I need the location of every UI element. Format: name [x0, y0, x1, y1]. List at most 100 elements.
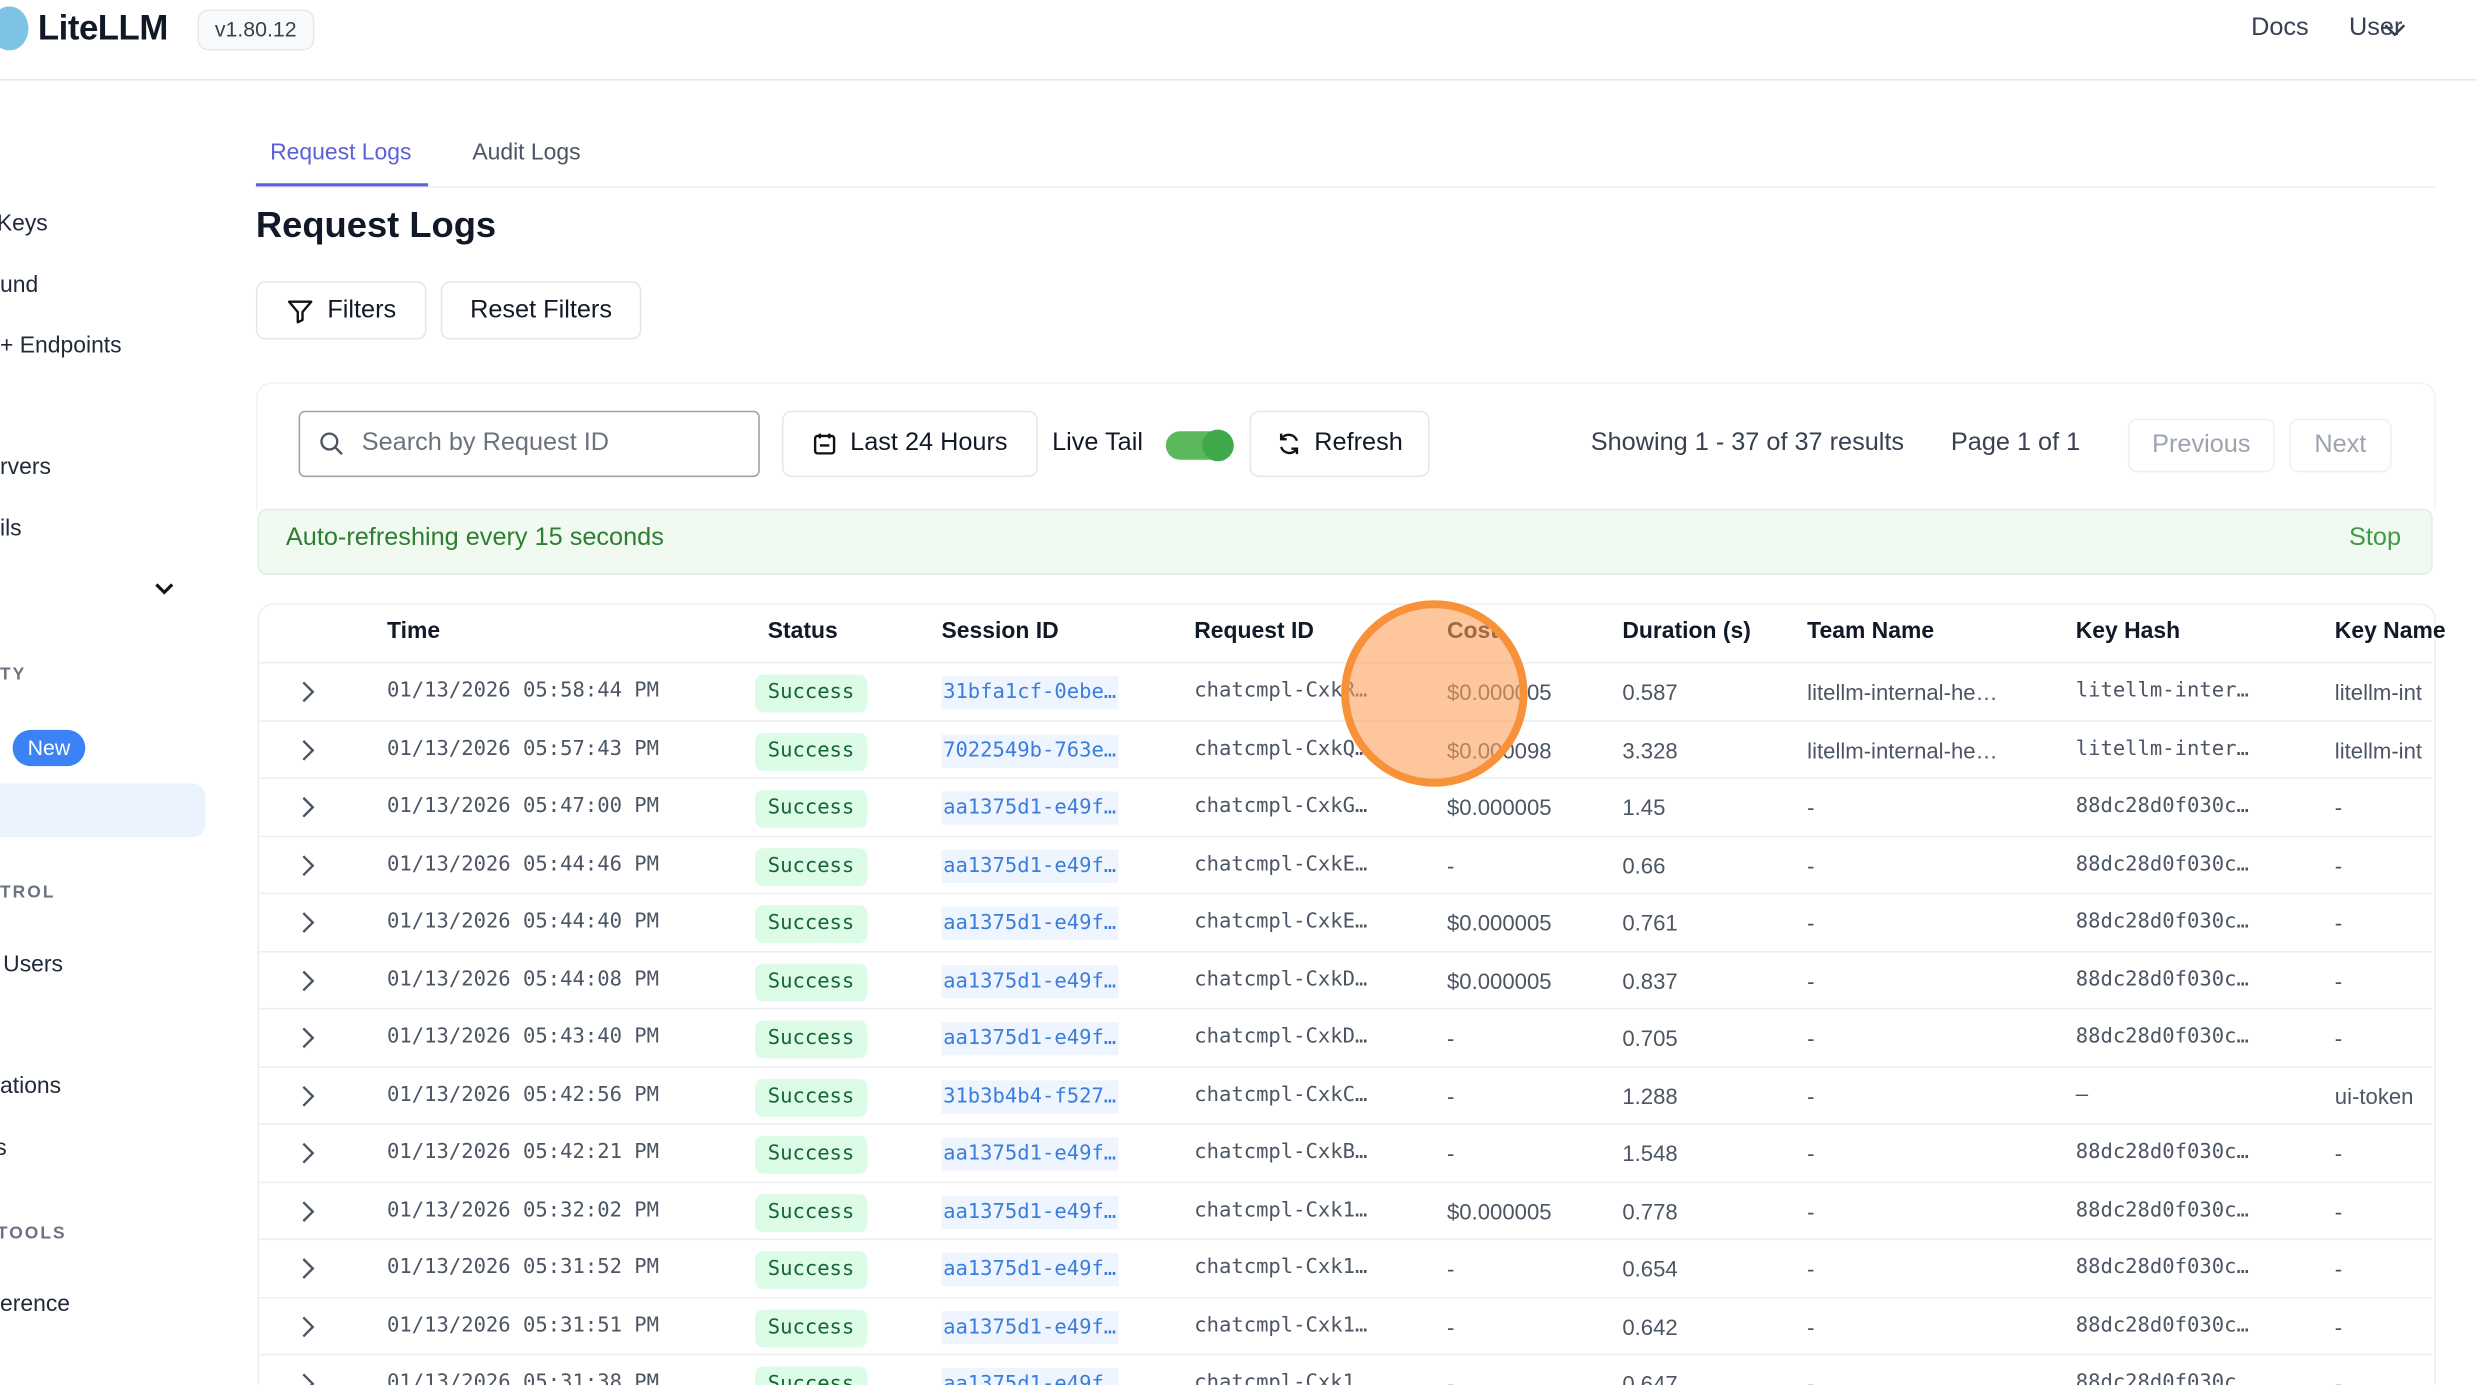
expand-chevron-icon[interactable]: [300, 681, 316, 703]
table-row[interactable]: 01/13/2026 05:42:21 PM Success aa1375d1-e4…: [257, 1123, 2433, 1182]
cell-cost: -: [1447, 1082, 1455, 1109]
refresh-button[interactable]: Refresh: [1249, 410, 1430, 478]
cell-time: 01/13/2026 05:44:46 PM: [387, 852, 660, 876]
cell-time: 01/13/2026 05:44:08 PM: [387, 967, 660, 992]
sidebar-item-playground[interactable]: und: [0, 273, 39, 299]
column-header-key-hash[interactable]: Key Hash: [2075, 619, 2181, 645]
cell-time: 01/13/2026 05:42:56 PM: [387, 1082, 660, 1107]
cell-time: 01/13/2026 05:57:43 PM: [387, 736, 660, 761]
sidebar-item-endpoints[interactable]: + Endpoints: [0, 333, 122, 359]
cell-key-hash: 88dc28d0f030c…: [2075, 1255, 2249, 1280]
cell-session-id[interactable]: 31bfa1cf-0ebe…: [941, 676, 1118, 710]
cell-status: Success: [755, 1251, 867, 1290]
stop-button[interactable]: Stop: [2349, 524, 2402, 552]
table-row[interactable]: 01/13/2026 05:31:51 PM Success aa1375d1-e4…: [257, 1296, 2433, 1355]
sidebar-item-integrations[interactable]: ations: [0, 1074, 62, 1100]
new-badge: New: [12, 729, 86, 767]
chevron-down-icon[interactable]: [2382, 19, 2407, 41]
column-header-status[interactable]: Status: [767, 619, 838, 645]
sidebar-item-api-reference[interactable]: erence: [0, 1292, 71, 1318]
table-row[interactable]: 01/13/2026 05:47:00 PM Success aa1375d1-e4…: [257, 777, 2433, 836]
cell-cost: -: [1447, 1140, 1455, 1166]
expand-chevron-icon[interactable]: [300, 911, 316, 933]
live-tail-toggle[interactable]: [1165, 429, 1234, 462]
table-row[interactable]: 01/13/2026 05:43:40 PM Success aa1375d1-e4…: [257, 1007, 2433, 1067]
cell-session-id[interactable]: aa1375d1-e49f…: [941, 1137, 1118, 1171]
cell-duration: 0.761: [1622, 909, 1678, 936]
expand-chevron-icon[interactable]: [300, 796, 316, 818]
docs-link[interactable]: Docs: [2251, 14, 2309, 42]
sidebar-item-servers[interactable]: rvers: [0, 454, 51, 481]
expand-chevron-icon[interactable]: [300, 1315, 316, 1337]
previous-button[interactable]: Previous: [2127, 418, 2275, 473]
expand-chevron-icon[interactable]: [300, 1142, 316, 1164]
cell-session-id[interactable]: aa1375d1-e49f…: [941, 1252, 1118, 1286]
expand-chevron-icon[interactable]: [300, 854, 316, 876]
refresh-icon: [1279, 433, 1299, 455]
table-row[interactable]: 01/13/2026 05:42:56 PM Success 31b3b4b4-f5…: [257, 1065, 2433, 1125]
sidebar-item-guardrails[interactable]: ils: [0, 516, 22, 542]
cell-session-id[interactable]: aa1375d1-e49f…: [941, 1195, 1118, 1229]
column-header-team-name[interactable]: Team Name: [1807, 619, 1935, 645]
table-row[interactable]: 01/13/2026 05:44:46 PM Success aa1375d1-e4…: [257, 834, 2433, 894]
expand-chevron-icon[interactable]: [300, 739, 316, 761]
cell-team-name: -: [1807, 1371, 1815, 1385]
cell-session-id[interactable]: 7022549b-763e…: [941, 733, 1118, 767]
cell-key-name: -: [2334, 1371, 2343, 1385]
expand-chevron-icon[interactable]: [300, 1200, 316, 1222]
cell-duration: 1.548: [1622, 1140, 1678, 1166]
column-header-key-name[interactable]: Key Name: [2334, 619, 2446, 645]
calendar-icon: [814, 433, 836, 455]
expand-chevron-icon[interactable]: [300, 1373, 316, 1385]
sidebar-item-keys[interactable]: Keys: [0, 211, 48, 237]
search-input-wrapper[interactable]: [298, 410, 760, 478]
cell-session-id[interactable]: aa1375d1-e49f…: [941, 1310, 1118, 1344]
filters-button[interactable]: Filters: [255, 281, 427, 340]
expand-chevron-icon[interactable]: [300, 1257, 316, 1279]
tab-audit-logs[interactable]: Audit Logs: [472, 140, 581, 166]
cell-duration: 1.45: [1622, 794, 1666, 820]
column-header-session-id[interactable]: Session ID: [941, 619, 1059, 645]
cell-status: Success: [755, 789, 867, 828]
column-header-duration[interactable]: Duration (s): [1622, 619, 1751, 645]
cell-session-id[interactable]: aa1375d1-e49f…: [941, 1022, 1118, 1056]
cell-cost: -: [1447, 1255, 1455, 1282]
expand-chevron-icon[interactable]: [300, 1027, 316, 1049]
table-row[interactable]: 01/13/2026 05:44:40 PM Success aa1375d1-e4…: [257, 892, 2433, 952]
cell-key-hash: 88dc28d0f030c…: [2075, 1371, 2249, 1385]
table-row[interactable]: 01/13/2026 05:31:38 PM Success aa1375d1-e4…: [257, 1353, 2433, 1385]
sidebar-item-settings[interactable]: s: [0, 1136, 7, 1161]
cell-session-id[interactable]: aa1375d1-e49f…: [941, 906, 1118, 940]
cell-session-id[interactable]: aa1375d1-e49f…: [941, 849, 1118, 883]
chevron-down-icon[interactable]: [155, 581, 174, 597]
column-header-time[interactable]: Time: [387, 619, 441, 645]
user-menu[interactable]: User: [2349, 14, 2403, 42]
cell-session-id[interactable]: aa1375d1-e49f…: [941, 964, 1118, 998]
next-button[interactable]: Next: [2288, 418, 2392, 473]
auto-refresh-text: Auto-refreshing every 15 seconds: [285, 524, 664, 552]
column-header-request-id[interactable]: Request ID: [1194, 619, 1314, 645]
cell-session-id[interactable]: aa1375d1-e49f…: [941, 791, 1118, 825]
expand-chevron-icon[interactable]: [300, 1084, 316, 1106]
table-row[interactable]: 01/13/2026 05:31:52 PM Success aa1375d1-e4…: [257, 1238, 2433, 1297]
time-range-button[interactable]: Last 24 Hours: [781, 410, 1038, 478]
table-row[interactable]: 01/13/2026 05:57:43 PM Success 7022549b-76…: [257, 719, 2433, 779]
cell-status: Success: [755, 847, 867, 886]
expand-chevron-icon[interactable]: [300, 969, 316, 991]
sidebar-item-logs-active[interactable]: [0, 783, 206, 838]
tab-divider: [255, 186, 2436, 188]
cell-session-id[interactable]: aa1375d1-e49f…: [941, 1368, 1118, 1385]
logs-table: [257, 603, 2436, 1385]
cell-time: 01/13/2026 05:31:51 PM: [387, 1313, 660, 1338]
reset-filters-button[interactable]: Reset Filters: [440, 281, 642, 340]
cell-team-name: -: [1807, 1140, 1815, 1166]
tab-request-logs[interactable]: Request Logs: [270, 140, 412, 166]
sidebar-item-users[interactable]: Users: [3, 952, 63, 978]
cell-key-name: litellm-int: [2334, 736, 2423, 763]
cell-duration: 0.587: [1622, 679, 1678, 705]
table-row[interactable]: 01/13/2026 05:32:02 PM Success aa1375d1-e4…: [257, 1180, 2433, 1240]
cell-session-id[interactable]: 31b3b4b4-f527…: [941, 1079, 1118, 1113]
table-row[interactable]: 01/13/2026 05:44:08 PM Success aa1375d1-e4…: [257, 950, 2433, 1009]
search-input[interactable]: [358, 428, 745, 460]
